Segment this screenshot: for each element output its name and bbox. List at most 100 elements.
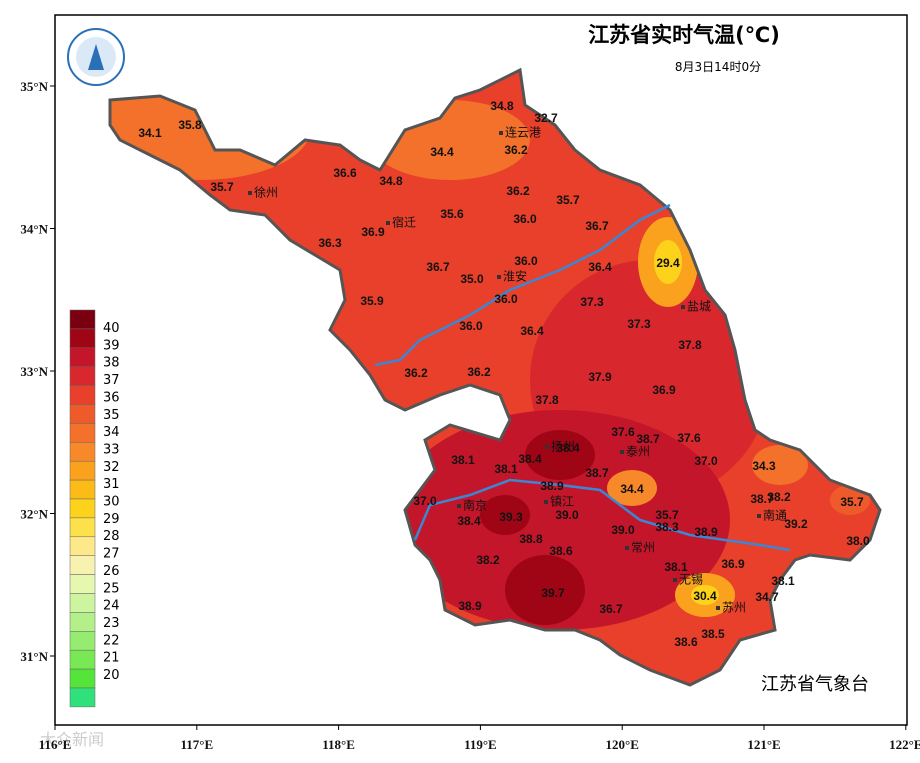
temperature-label: 34.7: [755, 590, 779, 604]
city-name: 镇江: [550, 495, 574, 509]
temperature-label: 39.0: [611, 523, 635, 537]
temperature-label: 34.4: [430, 145, 454, 159]
legend-label: 39: [103, 338, 120, 353]
temperature-label: 38.5: [701, 627, 725, 641]
temperature-label: 38.7: [636, 432, 660, 446]
legend-swatch: [69, 649, 96, 670]
temperature-label: 38.3: [655, 520, 679, 534]
temperature-label: 36.6: [333, 166, 357, 180]
legend-label: 38: [103, 356, 120, 371]
footer: 江苏省气象台: [761, 674, 869, 695]
temperature-label: 34.3: [752, 459, 776, 473]
temperature-label: 35.8: [178, 118, 202, 132]
city-dot: [457, 504, 461, 508]
river: [374, 203, 791, 552]
city-dot: [716, 606, 720, 610]
subtitle: 8月3日14时0分: [675, 60, 761, 74]
temperature-label: 37.9: [588, 370, 612, 384]
temperature-label: 34.8: [490, 99, 514, 113]
city-dot: [673, 578, 677, 582]
legend-swatch: [69, 574, 96, 594]
temperature-label: 38.9: [540, 479, 564, 493]
x-tick-label: 119°E: [464, 737, 497, 752]
city-dot: [248, 191, 252, 195]
x-tick-label: 116°E: [39, 737, 72, 752]
city-dot: [545, 445, 549, 449]
legend-swatch: [69, 593, 96, 613]
city-name: 连云港: [505, 125, 541, 140]
temperature-label: 36.4: [588, 260, 612, 274]
legend-swatch: [69, 328, 96, 349]
temperature-label: 35.7: [556, 193, 580, 207]
temperature-label: 38.0: [846, 534, 870, 548]
y-tick-label: 35°N: [20, 79, 48, 94]
city-name: 泰州: [626, 445, 650, 459]
temperature-label: 36.0: [513, 212, 537, 226]
legend-label: 28: [103, 529, 120, 544]
legend-swatch: [69, 536, 96, 556]
temperature-label: 35.0: [460, 272, 484, 286]
temperature-label: 36.0: [514, 254, 538, 268]
temperature-label: 38.7: [750, 492, 774, 506]
temperature-label: 36.0: [459, 319, 483, 333]
temperature-label: 37.3: [627, 317, 651, 331]
title: 江苏省实时气温(℃): [588, 23, 780, 47]
temperature-label: 38.4: [518, 452, 542, 466]
temperature-label: 37.6: [611, 425, 635, 439]
city-dot: [757, 514, 761, 518]
temperature-label: 36.4: [520, 324, 544, 338]
temperature-label: 38.2: [767, 490, 791, 504]
city-name: 淮安: [503, 269, 527, 284]
temperature-label: 35.7: [210, 180, 234, 194]
legend-label: 24: [103, 599, 120, 614]
temperature-label: 32.7: [534, 111, 558, 125]
temperature-label: 34.8: [379, 174, 403, 188]
x-tick-label: 118°E: [322, 737, 355, 752]
temperature-label: 37.8: [678, 338, 702, 352]
temperature-label: 38.1: [451, 453, 475, 467]
temperature-label: 38.7: [585, 466, 609, 480]
temperature-label: 37.6: [677, 431, 701, 445]
temperature-label: 39.3: [499, 510, 523, 524]
temperature-label: 38.1: [664, 560, 688, 574]
city-name: 苏州: [722, 601, 746, 615]
temperature-label: 36.9: [361, 225, 385, 239]
x-tick-label: 120°E: [606, 737, 639, 752]
city-dot: [499, 131, 503, 135]
legend-swatch: [69, 366, 96, 386]
legend-swatch: [69, 347, 96, 367]
temperature-label: 36.2: [404, 366, 428, 380]
legend-swatch: [69, 442, 96, 462]
city-name: 常州: [631, 541, 655, 555]
legend-label: 33: [103, 442, 120, 457]
temperature-label: 35.7: [840, 495, 864, 509]
legend-swatch: [69, 517, 96, 538]
logo: [67, 28, 125, 86]
legend-label: 37: [103, 373, 120, 388]
legend-label: 31: [103, 477, 120, 492]
city-dot: [681, 305, 685, 309]
legend-swatch: [69, 498, 96, 519]
temperature-label: 36.0: [494, 292, 518, 306]
legend-swatch: [69, 479, 96, 500]
legend-swatch: [69, 385, 96, 405]
y-tick-label: 33°N: [20, 364, 48, 379]
legend-label: 23: [103, 616, 120, 631]
temperatures: 34.8 32.7 34.1 35.8 34.4 36.2 36.6 34.8 35.7 36.2…: [138, 99, 870, 649]
temperature-label: 36.2: [467, 365, 491, 379]
temperature-label: 35.9: [360, 294, 384, 308]
y-tick-label: 31°N: [20, 649, 48, 664]
temperature-label: 38.2: [476, 553, 500, 567]
x-tick-label: 121°E: [747, 737, 780, 752]
legend-swatch: [69, 612, 96, 632]
temperature-label: 36.7: [426, 260, 450, 274]
temperature-label: 35.7: [655, 508, 679, 522]
legend-swatch: [69, 668, 96, 689]
temperature-label: 36.2: [504, 143, 528, 157]
city-dot: [386, 221, 390, 225]
y-tick-label: 32°N: [20, 507, 48, 522]
temperature-label: 39.0: [555, 508, 579, 522]
temperature-label: 39.7: [541, 586, 565, 600]
axes: 116°E 117°E 118°E 119°E 120°E 121°E 122°E 31°N 3…: [20, 79, 920, 752]
